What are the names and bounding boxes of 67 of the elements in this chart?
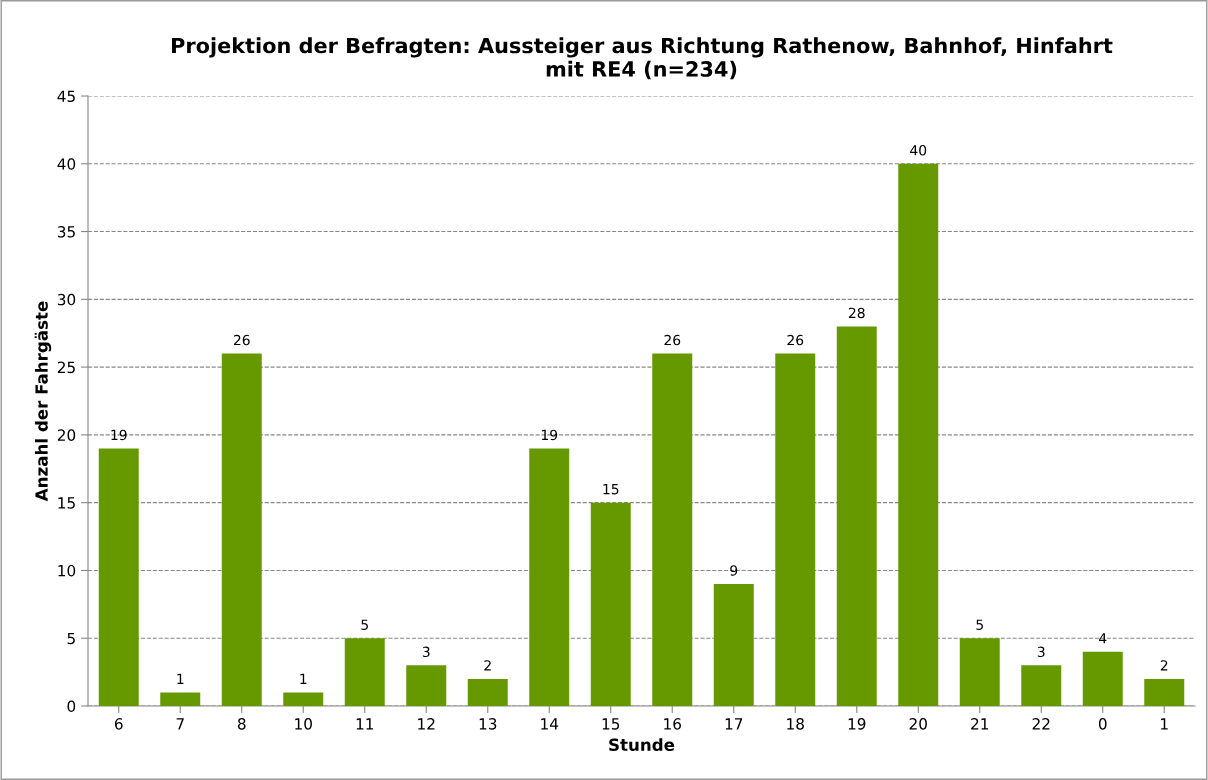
data-label: 40 — [910, 145, 927, 156]
data-label: 5 — [976, 619, 983, 630]
y-tick-label: 0 — [67, 700, 76, 713]
data-label: 2 — [484, 660, 491, 671]
bar — [836, 326, 877, 706]
data-label: 2 — [1160, 660, 1168, 671]
bar — [652, 353, 693, 706]
bar — [160, 692, 201, 706]
data-label: 28 — [848, 307, 865, 319]
bar — [590, 502, 631, 706]
bar — [406, 665, 447, 706]
x-tick-label: 17 — [725, 718, 743, 730]
x-tick-label: 14 — [541, 718, 559, 730]
y-tick-label: 10 — [58, 564, 76, 577]
x-axis-title: Stunde — [609, 738, 675, 752]
x-tick-label: 0 — [1098, 718, 1107, 730]
y-tick-label: 5 — [67, 632, 75, 645]
data-label: 1 — [177, 673, 184, 684]
x-tick-label: 11 — [356, 718, 374, 730]
x-tick-label: 21 — [971, 718, 989, 730]
x-tick-label: 20 — [909, 718, 927, 730]
x-tick-label: 22 — [1032, 718, 1050, 730]
data-label: 3 — [422, 646, 430, 658]
bar — [344, 638, 385, 706]
bar — [467, 678, 508, 706]
bar — [221, 353, 262, 706]
x-tick-label: 13 — [479, 718, 497, 730]
y-tick-label: 25 — [57, 361, 75, 374]
y-tick-label: 30 — [57, 293, 76, 306]
data-label: 19 — [111, 429, 127, 441]
bar — [775, 353, 816, 706]
y-tick-label: 20 — [57, 429, 76, 441]
data-label: 1 — [300, 673, 307, 684]
x-tick-label: 8 — [237, 718, 246, 730]
bar — [98, 448, 139, 706]
data-label: 26 — [664, 334, 681, 346]
x-tick-label: 7 — [176, 718, 184, 730]
bar — [1021, 665, 1062, 706]
data-label: 15 — [603, 484, 619, 495]
data-label: 26 — [233, 334, 250, 346]
bar — [283, 692, 324, 706]
y-tick-label: 40 — [57, 158, 76, 170]
data-label: 19 — [541, 429, 558, 441]
bar — [1144, 678, 1185, 706]
x-tick-label: 10 — [295, 718, 312, 730]
x-tick-label: 6 — [114, 718, 123, 730]
bar — [898, 163, 939, 706]
y-tick-label: 15 — [58, 497, 75, 509]
bar — [1082, 651, 1123, 706]
bar — [529, 448, 570, 706]
x-tick-label: 19 — [848, 718, 866, 730]
y-tick-label: 35 — [57, 226, 75, 238]
x-tick-label: 16 — [664, 718, 682, 730]
chart-title: Projektion der Befragten: Aussteiger aus Richtung Rathenow, Bahnhof, Hinfahrt mit RE4 (n=234) — [172, 37, 1113, 80]
x-tick-label: 15 — [602, 718, 620, 730]
data-label: 3 — [1037, 646, 1045, 658]
bar — [713, 584, 754, 706]
data-label: 9 — [730, 565, 738, 576]
bar — [959, 638, 1000, 706]
x-tick-label: 1 — [1161, 718, 1168, 730]
data-label: 5 — [361, 619, 368, 630]
y-tick-label: 45 — [57, 90, 75, 103]
data-label: 4 — [1099, 633, 1107, 644]
x-tick-label: 12 — [418, 718, 435, 730]
data-label: 26 — [787, 334, 804, 346]
y-axis-title: Anzahl der Fahrgäste — [34, 301, 52, 502]
x-tick-label: 18 — [787, 718, 804, 730]
